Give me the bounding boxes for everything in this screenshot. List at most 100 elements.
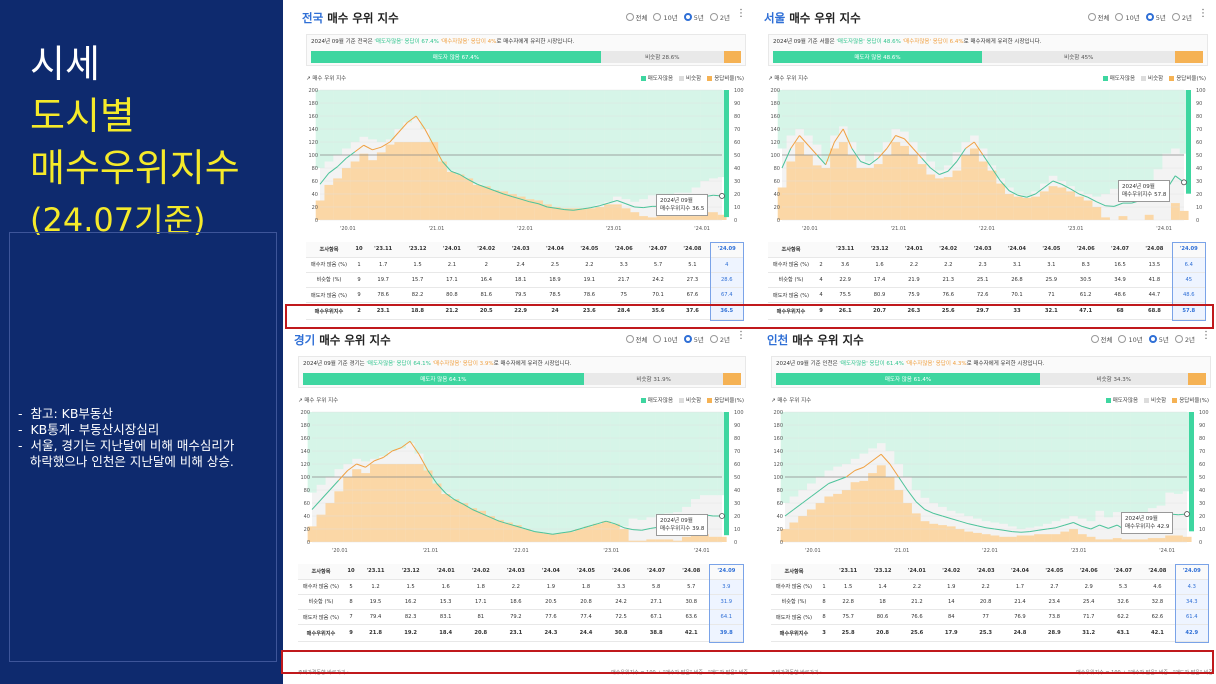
legend-item[interactable]: 비슷함	[1144, 396, 1166, 404]
index-line-segment	[933, 512, 943, 517]
radio-dot-icon[interactable]	[709, 13, 718, 21]
tooltip: 2024년 09월 매수우위지수 39.8	[656, 514, 709, 536]
summary-box: 2024년 09월 기준 인천은 '매도자많음' 응답이 61.4% '매수자많…	[771, 356, 1211, 388]
seller-share-bar	[647, 90, 657, 196]
seller-share-bar	[621, 90, 631, 200]
table-cell: 34.9	[1102, 272, 1138, 289]
index-line-segment	[481, 512, 491, 518]
y-tick-right: 0	[1196, 218, 1199, 224]
y-tick-right: 0	[734, 540, 737, 546]
radio-label: 10년	[1125, 14, 1140, 22]
radio-dot-icon[interactable]	[1087, 13, 1096, 21]
index-line-segment	[450, 170, 461, 175]
more-menu-icon[interactable]: ⋮	[1198, 8, 1208, 19]
radio-dot-icon[interactable]	[683, 335, 692, 343]
table-cell: 78.5	[537, 287, 573, 304]
radio-dot-icon[interactable]	[1174, 335, 1183, 343]
radio-dot-icon[interactable]	[1090, 335, 1099, 343]
radio-dot-icon[interactable]	[653, 335, 662, 343]
table-cell: 61.2	[1068, 287, 1103, 304]
period-radio[interactable]: 5년	[683, 12, 704, 22]
index-line-segment	[319, 172, 330, 185]
period-radio[interactable]: 2년	[1174, 334, 1195, 344]
radio-dot-icon[interactable]	[653, 13, 662, 21]
legend-item[interactable]: 응답비율(%)	[1172, 396, 1209, 404]
period-radio[interactable]: 2년	[709, 334, 730, 344]
table-cell: 2.2	[968, 579, 1003, 595]
buyer-share-bar	[423, 470, 433, 542]
buyer-share-bar	[946, 526, 956, 542]
radio-label: 전체	[635, 14, 648, 22]
period-radio[interactable]: 10년	[653, 334, 678, 344]
legend-item[interactable]: 비슷함	[1141, 74, 1163, 82]
more-menu-icon[interactable]: ⋮	[736, 8, 746, 19]
y-tick-left: 80	[774, 166, 780, 172]
period-radio[interactable]: 5년	[1148, 334, 1169, 344]
radio-dot-icon[interactable]	[1171, 13, 1180, 21]
legend-item[interactable]: 매도자많음	[1102, 74, 1135, 82]
index-line-segment	[959, 520, 969, 525]
radio-dot-icon[interactable]	[1118, 335, 1127, 343]
seller-share-bar	[824, 412, 834, 471]
buyer-share-bar	[534, 200, 544, 220]
table-cell: 2.2	[572, 257, 607, 273]
legend-item[interactable]: 매도자많음	[640, 74, 673, 82]
period-radio[interactable]: 전체	[625, 334, 647, 344]
more-menu-icon[interactable]: ⋮	[1201, 330, 1211, 341]
y-tick-left: 140	[308, 127, 318, 133]
radio-label: 2년	[1184, 336, 1195, 344]
table-cell: 42.1	[673, 624, 709, 643]
buyer-share-bar	[969, 148, 979, 220]
radio-dot-icon[interactable]	[1115, 13, 1124, 21]
table-row: 비슷함 (%) 9 19.7 15.7 17.1 16.4 18.1 18.9 19.1 21.7…	[306, 272, 744, 289]
legend-item[interactable]: 비슷함	[679, 74, 701, 82]
legend-item[interactable]: 응답비율(%)	[707, 74, 744, 82]
buyer-share-bar	[464, 178, 474, 220]
buyer-share-bar	[708, 212, 718, 220]
radio-dot-icon[interactable]	[683, 13, 692, 21]
legend-item[interactable]: 응답비율(%)	[1169, 74, 1206, 82]
slide-side-panel: 시세 도시별 매수우위지수 (24.07기준) - 참고: KB부동산 - KB…	[0, 0, 283, 684]
table-header-row: 조사항목 10'23.11'23.12'24.01'24.02'24.03'24.…	[306, 242, 744, 258]
period-radio[interactable]: 전체	[625, 12, 648, 22]
more-menu-icon[interactable]: ⋮	[736, 330, 746, 341]
note-line: - 서울, 경기는 지난달에 비해 매수심리가	[18, 438, 235, 453]
legend-item[interactable]: 비슷함	[679, 396, 701, 404]
radio-dot-icon[interactable]	[709, 335, 718, 343]
table-cell: 84	[934, 609, 969, 626]
period-radio[interactable]: 2년	[1171, 12, 1192, 22]
period-radio[interactable]: 10년	[653, 12, 678, 22]
radio-dot-icon[interactable]	[625, 335, 634, 343]
index-line-segment	[337, 157, 347, 168]
legend-item[interactable]: 매도자많음	[1105, 396, 1138, 404]
y-tick-right: 70	[1199, 449, 1205, 455]
seller-share-bar	[575, 412, 585, 529]
period-radio[interactable]: 10년	[1115, 12, 1140, 22]
buyer-share-bar	[438, 161, 447, 220]
index-line-segment	[424, 128, 435, 146]
y-tick-left: 100	[300, 475, 310, 481]
period-radio[interactable]: 5년	[1145, 12, 1166, 22]
table-header-row: 조사항목 10'23.11'23.12'24.01'24.02'24.03'24.…	[298, 564, 744, 580]
radio-dot-icon[interactable]	[1148, 335, 1157, 343]
summary-buyer: '매수자많음' 응답이 4%	[438, 39, 497, 45]
seller-share-bar	[516, 90, 526, 202]
radio-dot-icon[interactable]	[625, 13, 634, 21]
legend-item[interactable]: 응답비율(%)	[707, 396, 744, 404]
buyer-share-bar	[1007, 536, 1017, 542]
table-cell-partial: 8	[344, 594, 358, 611]
period-radio[interactable]: 전체	[1087, 12, 1109, 22]
period-radio[interactable]: 10년	[1118, 334, 1143, 344]
table-cell: 26.1	[828, 302, 863, 321]
legend-swatch-icon	[679, 397, 685, 403]
y-tick-right: 30	[734, 501, 740, 507]
seller-share-bar	[690, 412, 700, 500]
table-header-row: 조사항목 '23.11'23.12'24.01'24.02'24.03'24.04…	[771, 564, 1209, 580]
period-radio[interactable]: 2년	[709, 12, 730, 22]
legend-item[interactable]: 매도자많음	[640, 396, 673, 404]
row-label: 매수자 많음 (%)	[298, 579, 344, 595]
period-radio[interactable]: 전체	[1090, 334, 1112, 344]
index-line-segment	[825, 141, 835, 165]
radio-dot-icon[interactable]	[1145, 13, 1154, 21]
period-radio[interactable]: 5년	[683, 334, 704, 344]
